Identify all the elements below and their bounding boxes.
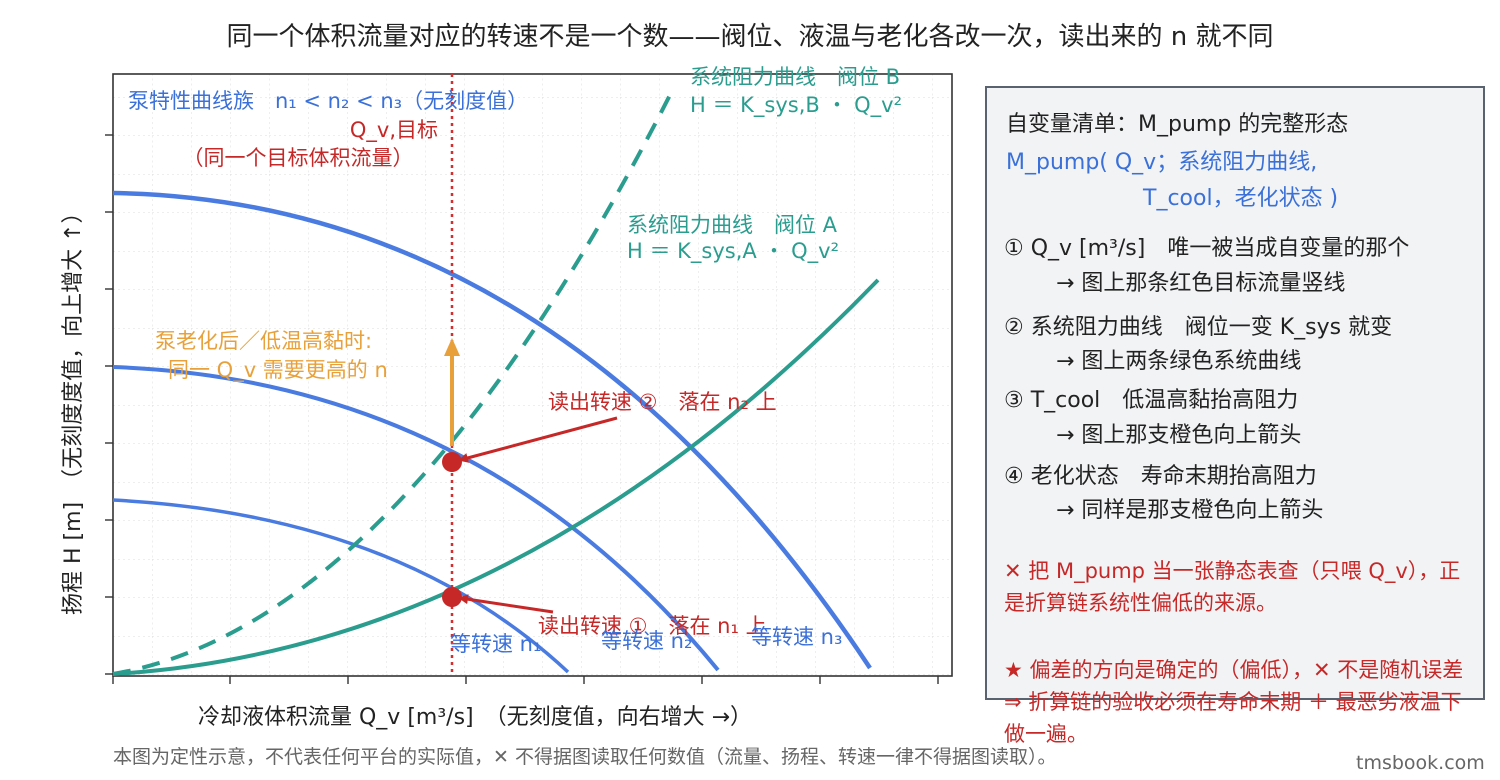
speed-label-n3: 等转速 n₃ — [751, 625, 842, 649]
panel-item-2-note: → 图上两条绿色系统曲线 — [1056, 349, 1302, 374]
y-ticks — [105, 134, 113, 675]
pump-family-label: 泵特性曲线族 n₁ < n₂ < n₃（无刻度值） — [128, 89, 528, 113]
pump-curve-n2 — [112, 365, 720, 672]
grid-area — [113, 74, 952, 676]
panel-warning: ✕ 把 M_pump 当一张静态表查（只喂 Q_v），正是折算链系统性偏低的来源… — [1004, 559, 1461, 615]
target-flow-note: （同一个目标体积流量） — [183, 146, 414, 170]
operating-point-1 — [442, 587, 462, 607]
y-axis-label: 扬程 H [m] （无刻度度值，向上增大 ↑） — [61, 201, 86, 615]
read-arrow-2 — [458, 416, 618, 463]
read-label-2: 读出转速 ② 落在 n₂ 上 — [548, 390, 777, 414]
system-a-formula: H ＝ K_sys,A ・ Q_v² — [627, 239, 839, 264]
x-ticks — [112, 676, 939, 684]
panel-formula-line2: T_cool，老化状态 ) — [1143, 186, 1339, 211]
pump-curve-n3 — [112, 190, 872, 670]
speed-label-n1: 等转速 n₁ — [450, 632, 541, 656]
panel-item-2: ② 系统阻力曲线 阀位一变 K_sys 就变 — [1004, 315, 1393, 340]
panel-heading: 自变量清单：M_pump 的完整形态 — [1006, 112, 1349, 137]
pump-curve-n1 — [112, 498, 570, 674]
panel-star-note: ★ 偏差的方向是确定的（偏低），✕ 不是随机误差 ⇒ 折算链的验收必须在寿命末期… — [1004, 658, 1464, 746]
system-curve-a — [112, 278, 880, 676]
plot-frame — [112, 73, 953, 677]
diagram-canvas: 冷却液体积流量 Q_v [m³/s] （无刻度值，向右增大 →） 扬程 H [m… — [61, 65, 953, 730]
watermark: tmsbook.com — [1356, 752, 1485, 774]
panel-item-1: ① Q_v [m³/s] 唯一被当成自变量的那个 — [1004, 236, 1410, 261]
operating-point-2 — [442, 452, 462, 472]
panel-item-4-note: → 同样是那支橙色向上箭头 — [1056, 498, 1324, 523]
footnote: 本图为定性示意，不代表任何平台的实际值，✕ 不得据图读取任何数值（流量、扬程、转… — [113, 746, 1057, 768]
aging-arrow-head — [444, 338, 460, 356]
speed-label-n2: 等转速 n₂ — [601, 629, 692, 653]
panel-item-4: ④ 老化状态 寿命末期抬高阻力 — [1004, 464, 1317, 489]
figure-title: 同一个体积流量对应的转速不是一个数——阀位、液温与老化各改一次，读出来的 n 就… — [226, 22, 1274, 52]
panel-item-1-note: → 图上那条红色目标流量竖线 — [1056, 271, 1346, 296]
read-arrow-1 — [458, 594, 554, 614]
read-label-1: 读出转速 ① 落在 n₁ 上 — [538, 614, 767, 638]
system-a-label: 系统阻力曲线 阀位 A — [627, 213, 838, 237]
panel-item-3: ③ T_cool 低温高黏抬高阻力 — [1004, 388, 1299, 413]
panel-item-3-note: → 图上那支橙色向上箭头 — [1056, 423, 1302, 448]
system-b-formula: H ＝ K_sys,B ・ Q_v² — [690, 93, 902, 118]
variable-checklist-panel: 自变量清单：M_pump 的完整形态 M_pump( Q_v；系统阻力曲线, T… — [985, 86, 1485, 746]
target-flow-label: Q_v,目标 — [350, 118, 438, 143]
panel-formula-line1: M_pump( Q_v；系统阻力曲线, — [1006, 150, 1318, 175]
system-b-label: 系统阻力曲线 阀位 B — [690, 65, 900, 89]
x-axis-label: 冷却液体积流量 Q_v [m³/s] （无刻度值，向右增大 →） — [198, 705, 752, 730]
system-curve-b — [112, 94, 672, 676]
aging-note-2: 同一 Q_v 需要更高的 n — [168, 358, 388, 383]
aging-note-1: 泵老化后／低温高黏时: — [155, 329, 372, 353]
